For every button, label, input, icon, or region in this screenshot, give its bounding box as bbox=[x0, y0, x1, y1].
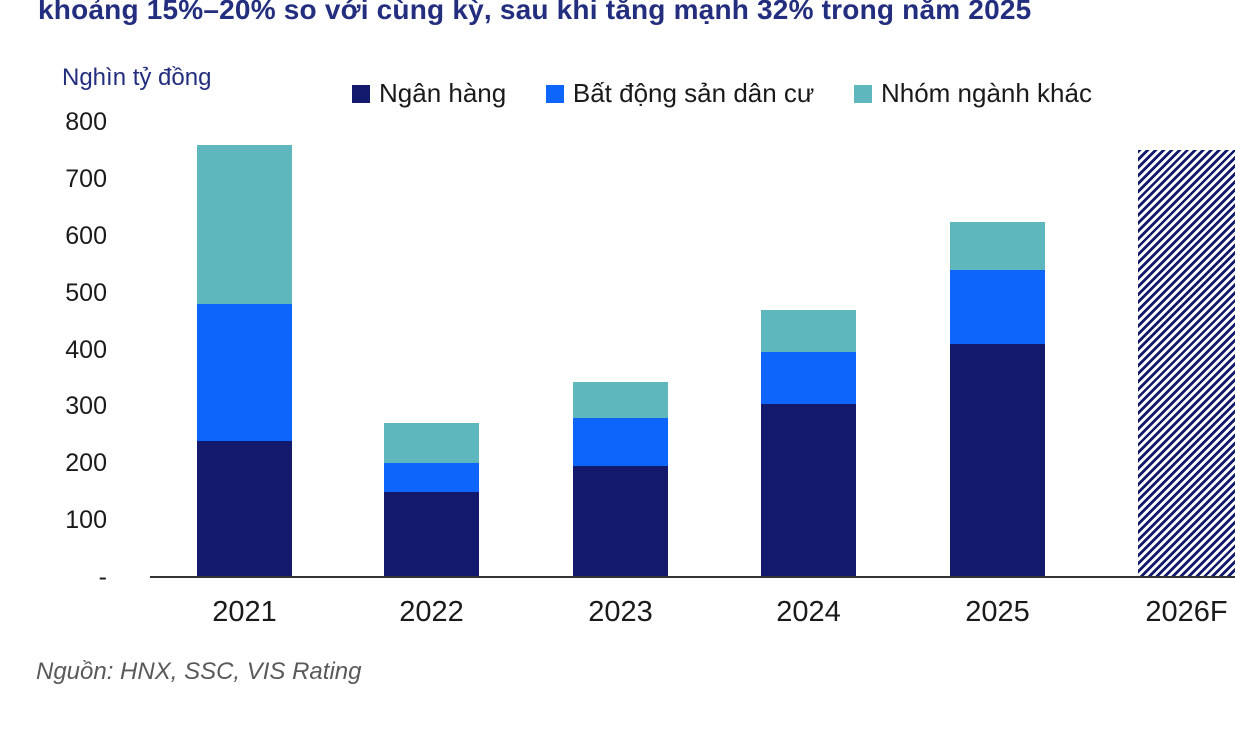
legend-item-1: Bất động sản dân cư bbox=[545, 78, 815, 109]
y-axis-tick-label: 600 bbox=[65, 221, 107, 250]
source-note: Nguồn: HNX, SSC, VIS Rating bbox=[36, 658, 362, 685]
x-axis-label: 2021 bbox=[212, 596, 277, 628]
bar-segment bbox=[950, 221, 1045, 270]
bar-2021 bbox=[197, 144, 292, 577]
x-axis-line bbox=[150, 576, 1235, 578]
bar-segment bbox=[384, 423, 479, 464]
y-axis-tick-label: - bbox=[98, 563, 107, 591]
x-axis-label: 2025 bbox=[965, 596, 1030, 628]
x-axis-label: 2026F bbox=[1145, 596, 1228, 628]
legend-label: Ngân hàng bbox=[379, 78, 507, 108]
y-axis-tick-label: 700 bbox=[65, 164, 107, 193]
legend-swatch-icon bbox=[545, 84, 564, 103]
x-axis-label: 2024 bbox=[776, 596, 841, 628]
y-axis-tick-label: 800 bbox=[65, 108, 107, 136]
y-axis-tick-label: 300 bbox=[65, 392, 107, 421]
bar-segment bbox=[573, 381, 668, 418]
x-axis-label: 2022 bbox=[399, 596, 464, 628]
bar-segment bbox=[950, 269, 1045, 344]
bar-segment bbox=[384, 491, 479, 577]
legend-item-0: Ngân hàng bbox=[352, 78, 506, 109]
legend-label: Nhóm ngành khác bbox=[880, 78, 1092, 108]
bar-2026F-forecast bbox=[1138, 150, 1235, 577]
x-axis-label: 2023 bbox=[588, 596, 653, 628]
bar-segment bbox=[197, 304, 292, 441]
legend-swatch-icon bbox=[352, 84, 370, 103]
y-axis-tick-label: 400 bbox=[65, 335, 107, 364]
bar-segment bbox=[950, 343, 1045, 577]
bar-segment bbox=[197, 144, 292, 304]
bar-segment bbox=[761, 309, 856, 353]
bar-2024 bbox=[761, 309, 856, 577]
y-axis-tick-label: 100 bbox=[65, 506, 107, 535]
chart-title: khoảng 15%–20% so với cùng kỳ, sau khi t… bbox=[38, 0, 1032, 25]
y-axis-tick-label: 500 bbox=[65, 278, 107, 307]
y-axis-tick-label: 200 bbox=[65, 449, 107, 478]
plot-area bbox=[150, 122, 1235, 577]
bar-segment bbox=[573, 417, 668, 467]
bar-2023 bbox=[573, 381, 668, 577]
bar-2025 bbox=[950, 221, 1045, 577]
bar-segment bbox=[761, 403, 856, 577]
legend-label: Bất động sản dân cư bbox=[572, 78, 815, 108]
bar-segment bbox=[384, 463, 479, 492]
bar-segment bbox=[761, 352, 856, 404]
bar-2022 bbox=[384, 423, 479, 577]
bar-segment bbox=[573, 466, 668, 577]
y-axis-unit-label: Nghìn tỷ đồng bbox=[62, 64, 212, 91]
legend: Ngân hàng Bất động sản dân cư Nhóm ngành k… bbox=[352, 78, 1092, 109]
legend-item-2: Nhóm ngành khác bbox=[853, 78, 1092, 109]
legend-swatch-icon bbox=[853, 84, 872, 103]
bar-segment bbox=[197, 440, 292, 577]
